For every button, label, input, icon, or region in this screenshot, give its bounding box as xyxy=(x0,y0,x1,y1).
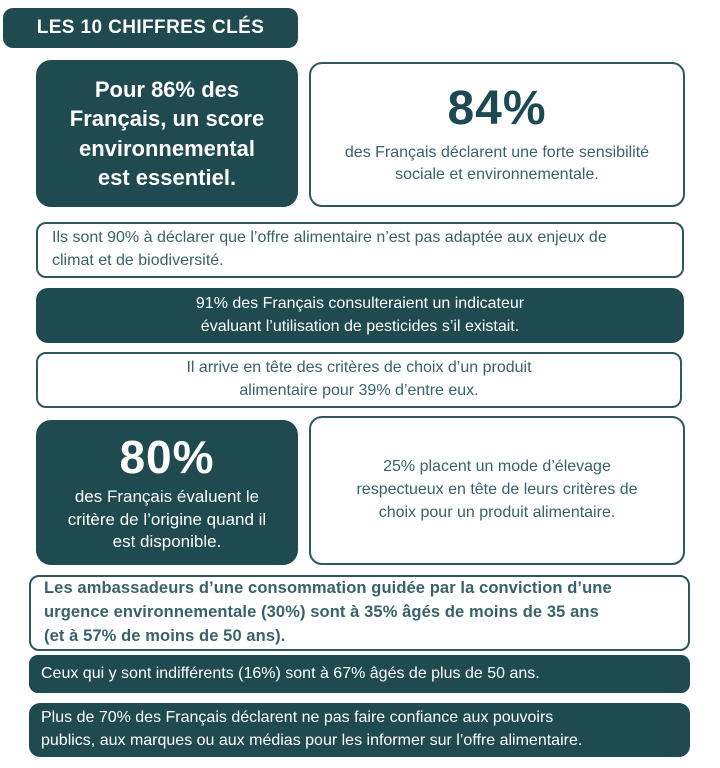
stat-box-80-origine: 80% des Français évaluent le critère de … xyxy=(36,420,298,565)
stat-box-70-confiance: Plus de 70% des Français déclarent ne pa… xyxy=(29,703,690,757)
stat-box-ambassadeurs-30: Les ambassadeurs d’une consommation guid… xyxy=(29,575,690,651)
stat-text: 25% placent un mode d’élevage respectueu… xyxy=(356,458,638,521)
stat-text: Il arrive en tête des critères de choix … xyxy=(186,359,532,399)
stat-box-39-critere-choix: Il arrive en tête des critères de choix … xyxy=(36,352,682,408)
stat-text: des Français évaluent le critère de l’or… xyxy=(67,487,267,552)
stat-box-90-offre-alimentaire: Ils sont 90% à déclarer que l’offre alim… xyxy=(36,222,684,278)
stat-text: Plus de 70% des Français déclarent ne pa… xyxy=(41,709,583,749)
stat-text: Les ambassadeurs d’une consommation guid… xyxy=(44,579,612,645)
stat-box-indifferents-16: Ceux qui y sont indifférents (16%) sont … xyxy=(29,655,690,693)
stat-text: 91% des Français consulteraient un indic… xyxy=(195,294,525,335)
stat-text: Ceux qui y sont indifférents (16%) sont … xyxy=(41,665,540,682)
page-title: LES 10 CHIFFRES CLÉS xyxy=(3,8,298,48)
stat-box-91-pesticides: 91% des Français consulteraient un indic… xyxy=(36,288,684,343)
stat-box-score-environnemental: Pour 86% des Français, un score environn… xyxy=(36,60,298,207)
stat-text: Pour 86% des Français, un score environn… xyxy=(69,77,265,190)
stat-box-84-sensibilite: 84% des Français déclarent une forte sen… xyxy=(309,62,685,207)
big-number-80: 80% xyxy=(119,430,215,483)
stat-text: Ils sont 90% à déclarer que l’offre alim… xyxy=(52,229,607,269)
stat-box-25-elevage: 25% placent un mode d’élevage respectueu… xyxy=(309,416,685,565)
page-title-text: LES 10 CHIFFRES CLÉS xyxy=(36,17,265,38)
big-number-84: 84% xyxy=(447,82,547,136)
stat-text: des Français déclarent une forte sensibi… xyxy=(344,143,650,183)
